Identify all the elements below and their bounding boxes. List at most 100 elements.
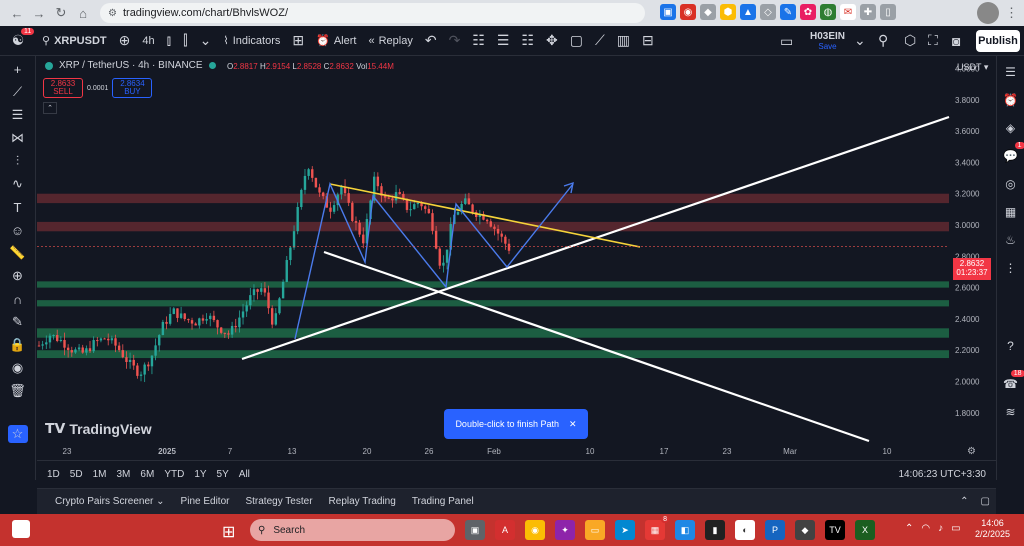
- bar-type-icon[interactable]: ⫿: [183, 32, 188, 48]
- system-clock[interactable]: 14:06 2/2/2025: [975, 518, 1011, 539]
- timeframe-ytd[interactable]: YTD: [164, 469, 185, 480]
- trendline-icon[interactable]: ⟋: [12, 84, 23, 99]
- copilot-icon[interactable]: ✦: [555, 520, 575, 540]
- notifications-icon[interactable]: ☎ 18: [1001, 370, 1024, 394]
- text-icon[interactable]: T: [13, 199, 22, 215]
- layout-grid-icon[interactable]: ⊞: [292, 32, 305, 48]
- tab-replay-trading[interactable]: Replay Trading: [328, 496, 396, 507]
- timeframe-5d[interactable]: 5D: [69, 469, 83, 480]
- calendar-app-icon[interactable]: ▦ 8: [645, 516, 669, 540]
- extension-icon[interactable]: ◉: [680, 4, 696, 20]
- chevron-down-icon[interactable]: ⌄: [199, 32, 212, 48]
- timeframe-all[interactable]: All: [238, 469, 250, 480]
- trash-icon[interactable]: 🗑: [9, 383, 26, 398]
- tab-pine-editor[interactable]: Pine Editor: [180, 496, 230, 507]
- chevron-down-icon[interactable]: ⌄: [854, 32, 866, 48]
- symbol-search[interactable]: ⚲ XRPUSDT: [36, 26, 113, 56]
- site-info-icon[interactable]: ⚙: [108, 7, 117, 19]
- tab-crypto-screener[interactable]: Crypto Pairs Screener ⌄: [55, 496, 165, 507]
- timeframe-3m[interactable]: 3M: [116, 469, 131, 480]
- tab-strategy-tester[interactable]: Strategy Tester: [245, 496, 313, 507]
- buy-button[interactable]: 2.8634 BUY: [112, 78, 153, 98]
- extension-icon[interactable]: ◍: [820, 4, 836, 20]
- drawing-tool-icon[interactable]: ☷: [521, 32, 534, 48]
- fib-icon[interactable]: ☰: [11, 107, 24, 122]
- save-block[interactable]: ▭ H03EIN Save: [780, 26, 845, 56]
- pencil-lock-icon[interactable]: ✎: [12, 314, 23, 329]
- extension-icon[interactable]: ▣: [660, 4, 676, 20]
- reload-icon[interactable]: ↻: [55, 5, 67, 20]
- settings-icon[interactable]: ⬡: [904, 32, 917, 48]
- extension-icon[interactable]: ✎: [780, 4, 796, 20]
- forward-icon[interactable]: →: [32, 5, 46, 21]
- dom-icon[interactable]: ⋮: [1004, 261, 1017, 275]
- home-icon[interactable]: ⌂: [79, 5, 87, 21]
- help-icon[interactable]: ?: [1007, 339, 1014, 353]
- ideas-icon[interactable]: ◎: [1005, 177, 1016, 191]
- redo-icon[interactable]: ↷: [448, 32, 461, 48]
- watchlist-icon[interactable]: ☰: [1005, 65, 1016, 79]
- drawing-tool-icon[interactable]: ▥: [616, 32, 630, 48]
- app-icon[interactable]: ◆: [795, 520, 815, 540]
- collapse-legend-icon[interactable]: ⌃: [43, 102, 57, 114]
- indicators-button[interactable]: ⌇ Indicators: [217, 26, 286, 56]
- crosshair-icon[interactable]: +: [13, 61, 22, 77]
- alert-button[interactable]: ⏰ Alert: [310, 26, 362, 56]
- timeframe-5y[interactable]: 5Y: [216, 469, 229, 480]
- extension-icon[interactable]: ✉: [840, 4, 856, 20]
- magnet-icon[interactable]: ∩: [12, 291, 23, 307]
- drawing-tool-icon[interactable]: ✥: [545, 32, 558, 48]
- back-icon[interactable]: ←: [10, 5, 24, 21]
- extension-icon[interactable]: ⬢: [720, 4, 736, 20]
- extensions-puzzle-icon[interactable]: ✚: [860, 4, 876, 20]
- camera-icon[interactable]: ◙: [952, 32, 961, 49]
- eye-icon[interactable]: ◉: [11, 360, 24, 375]
- timeframe-1y[interactable]: 1Y: [194, 469, 207, 480]
- extension-icon[interactable]: ◆: [700, 4, 716, 20]
- chart-settings-icon[interactable]: ⚙: [967, 446, 976, 457]
- sell-button[interactable]: 2.8633 SELL: [43, 78, 83, 98]
- taskview-icon[interactable]: ▣: [465, 520, 485, 540]
- hotlist-icon[interactable]: ♨: [1005, 233, 1016, 247]
- layers-icon[interactable]: ◈: [1005, 121, 1016, 135]
- tradingview-app-icon[interactable]: TV: [825, 520, 845, 540]
- volume-icon[interactable]: ♪: [938, 523, 944, 534]
- drawing-tool-icon[interactable]: ⟋: [594, 32, 605, 48]
- extension-icon[interactable]: ✿: [800, 4, 816, 20]
- ruler-icon[interactable]: 📏: [9, 245, 26, 260]
- app-icon[interactable]: P: [765, 520, 785, 540]
- currency-selector[interactable]: USDT ▾: [957, 62, 989, 72]
- lock-icon[interactable]: 🔒: [9, 337, 26, 352]
- timeframe-1m[interactable]: 1M: [92, 469, 107, 480]
- broadcast-icon[interactable]: ≋: [1005, 405, 1016, 419]
- profile-avatar[interactable]: [977, 2, 999, 24]
- extension-icon[interactable]: ▲: [740, 4, 756, 20]
- zoom-in-icon[interactable]: ⊕: [12, 268, 23, 283]
- utc-clock[interactable]: 14:06:23 UTC+3:30: [898, 469, 986, 480]
- tab-trading-panel[interactable]: Trading Panel: [411, 496, 474, 507]
- candle-type-icon[interactable]: ⫾: [166, 32, 172, 48]
- emoji-icon[interactable]: ☺: [10, 222, 25, 238]
- series-title[interactable]: XRP / TetherUS · 4h · BINANCE: [59, 60, 203, 71]
- widgets-icon[interactable]: [12, 520, 30, 538]
- file-explorer-icon[interactable]: ▭: [585, 520, 605, 540]
- start-icon[interactable]: ⊞: [222, 524, 236, 541]
- compare-add-icon[interactable]: ⊕: [118, 32, 131, 48]
- sidepanel-icon[interactable]: ▯: [880, 4, 896, 20]
- app-icon[interactable]: A: [495, 520, 515, 540]
- timeframe-6m[interactable]: 6M: [140, 469, 155, 480]
- drawing-tool-icon[interactable]: ⊟: [642, 32, 654, 48]
- app-icon[interactable]: ◐: [735, 520, 755, 540]
- excel-icon[interactable]: X: [855, 520, 875, 540]
- chevron-up-icon[interactable]: ⌃: [960, 496, 969, 507]
- app-icon[interactable]: ◧: [675, 520, 695, 540]
- chart-pane[interactable]: 4.0000 3.8000 3.6000 3.4000 3.2000 3.0000 2.80…: [37, 56, 996, 460]
- taskbar-search[interactable]: ⚲ Search: [250, 519, 455, 541]
- wifi-icon[interactable]: ◠: [921, 523, 931, 534]
- timeframe-1d[interactable]: 1D: [47, 469, 60, 480]
- chat-icon[interactable]: 💬 1: [1001, 142, 1024, 166]
- calendar-icon[interactable]: ▦: [1004, 205, 1017, 219]
- fullscreen-icon[interactable]: ⛶: [928, 32, 938, 48]
- replay-button[interactable]: « Replay: [362, 26, 418, 56]
- drawing-tool-icon[interactable]: ▢: [569, 32, 583, 48]
